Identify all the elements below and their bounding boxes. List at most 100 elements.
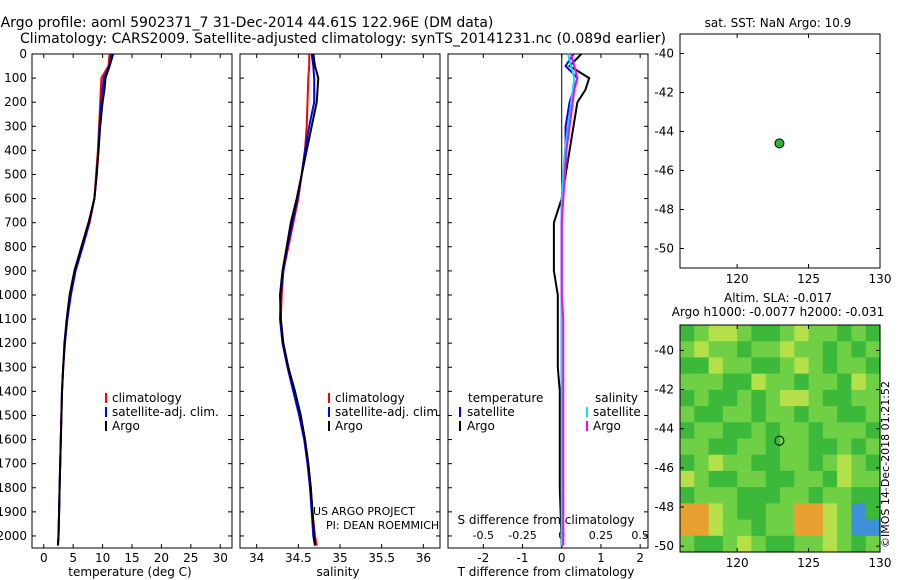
- y-tick-label: -46: [654, 461, 674, 475]
- sla-cell: [780, 503, 795, 521]
- sla-cell: [794, 470, 810, 488]
- sla-cell: [765, 341, 781, 358]
- sla-cell: [737, 373, 752, 391]
- y-tick-label: 700: [4, 216, 27, 230]
- x-tick-label: 25: [183, 551, 198, 565]
- sla-cell: [694, 373, 710, 391]
- plot-frame: [447, 53, 649, 549]
- legend-label: Argo: [112, 419, 140, 433]
- sla-cell: [737, 422, 752, 440]
- sla-cell: [680, 357, 695, 375]
- y-tick-label: -50: [654, 242, 674, 256]
- sla-cell: [851, 406, 867, 423]
- sla-cell: [808, 487, 824, 504]
- sla-cell: [765, 325, 781, 342]
- sla-cell: [694, 438, 710, 456]
- sla-cell: [722, 389, 738, 407]
- sla-cell: [722, 503, 738, 521]
- s-tick-label: 0.25: [589, 529, 614, 542]
- sla-cell: [794, 535, 810, 553]
- sla-cell: [751, 503, 767, 521]
- sla-cell: [680, 373, 695, 391]
- sla-cell: [737, 519, 752, 537]
- sla-cell: [794, 487, 810, 504]
- x-tick-label: 120: [726, 556, 749, 570]
- s-difference-axis-label: S difference from climatology: [458, 513, 635, 527]
- sla-cell: [737, 341, 752, 358]
- x-tick-label: 130: [869, 272, 892, 286]
- x-tick-label: 20: [154, 551, 169, 565]
- y-tick-label: 600: [4, 192, 27, 206]
- sla-cell: [837, 357, 852, 375]
- sla-cell: [851, 325, 867, 342]
- sla-cell: [837, 422, 852, 440]
- diff-series-s-argo: [560, 53, 579, 546]
- y-tick-label: -42: [654, 383, 674, 397]
- plot-frame: [239, 53, 441, 549]
- sla-cell: [808, 373, 824, 391]
- sla-cell: [794, 341, 810, 358]
- sla-cell: [837, 519, 852, 537]
- legend-label: climatology: [335, 391, 405, 405]
- sla-cell: [737, 406, 752, 423]
- y-tick-label: 1300: [0, 360, 27, 374]
- sla-cell: [780, 357, 795, 375]
- y-tick-label: 300: [4, 119, 27, 133]
- sla-cell: [822, 535, 838, 553]
- sla-cell: [680, 438, 695, 456]
- y-tick-label: 1900: [0, 505, 27, 519]
- sla-map-title-2: Argo h1000: -0.0077 h2000: -0.031: [672, 305, 885, 319]
- sla-cell: [780, 325, 795, 342]
- sla-cell: [808, 503, 824, 521]
- sla-cell: [680, 454, 695, 472]
- sla-cell: [694, 470, 710, 488]
- credit-project: US ARGO PROJECT: [313, 505, 415, 518]
- sla-cell: [694, 357, 710, 375]
- sla-map-title-1: Altim. SLA: -0.017: [724, 291, 832, 305]
- sla-cell: [837, 389, 852, 407]
- sla-cell: [808, 470, 824, 488]
- sla-cell: [737, 389, 752, 407]
- y-tick-label: 1700: [0, 457, 27, 471]
- sla-cell: [751, 519, 767, 537]
- sla-cell: [808, 422, 824, 440]
- sla-cell: [708, 503, 724, 521]
- sla-cell: [751, 470, 767, 488]
- y-tick-label: 0: [19, 47, 27, 61]
- sla-cell: [680, 341, 695, 358]
- sla-cell: [865, 389, 881, 407]
- sla-cell: [865, 438, 881, 456]
- sla-cell: [851, 438, 867, 456]
- temperature-axis-label: temperature (deg C): [68, 565, 191, 579]
- sla-cell: [780, 341, 795, 358]
- sla-cell: [865, 470, 881, 488]
- sla-cell: [722, 341, 738, 358]
- sla-cell: [865, 519, 881, 537]
- sla-cell: [837, 438, 852, 456]
- y-tick-label: -50: [654, 539, 674, 553]
- y-tick-label: -42: [654, 86, 674, 100]
- salinity-axis-label: salinity: [316, 565, 359, 579]
- sla-cell: [851, 470, 867, 488]
- sla-cell: [822, 406, 838, 423]
- sla-cell: [851, 389, 867, 407]
- x-tick-label: 0: [40, 551, 48, 565]
- legend-label: Argo: [335, 419, 363, 433]
- sla-cell: [794, 454, 810, 472]
- sla-cell: [765, 373, 781, 391]
- x-tick-label: 34: [249, 551, 264, 565]
- x-tick-label: 30: [213, 551, 228, 565]
- y-tick-label: 500: [4, 167, 27, 181]
- sla-cell: [865, 422, 881, 440]
- legend-label: satellite-adj. clim.: [335, 405, 442, 419]
- sla-cell: [837, 341, 852, 358]
- sla-cell: [722, 487, 738, 504]
- y-tick-label: 800: [4, 240, 27, 254]
- sla-cell: [751, 325, 767, 342]
- legend-label: climatology: [112, 391, 182, 405]
- series-line-argo: [278, 53, 320, 546]
- sla-cell: [808, 519, 824, 537]
- sla-cell: [865, 454, 881, 472]
- sla-cell: [837, 325, 852, 342]
- sla-cell: [722, 454, 738, 472]
